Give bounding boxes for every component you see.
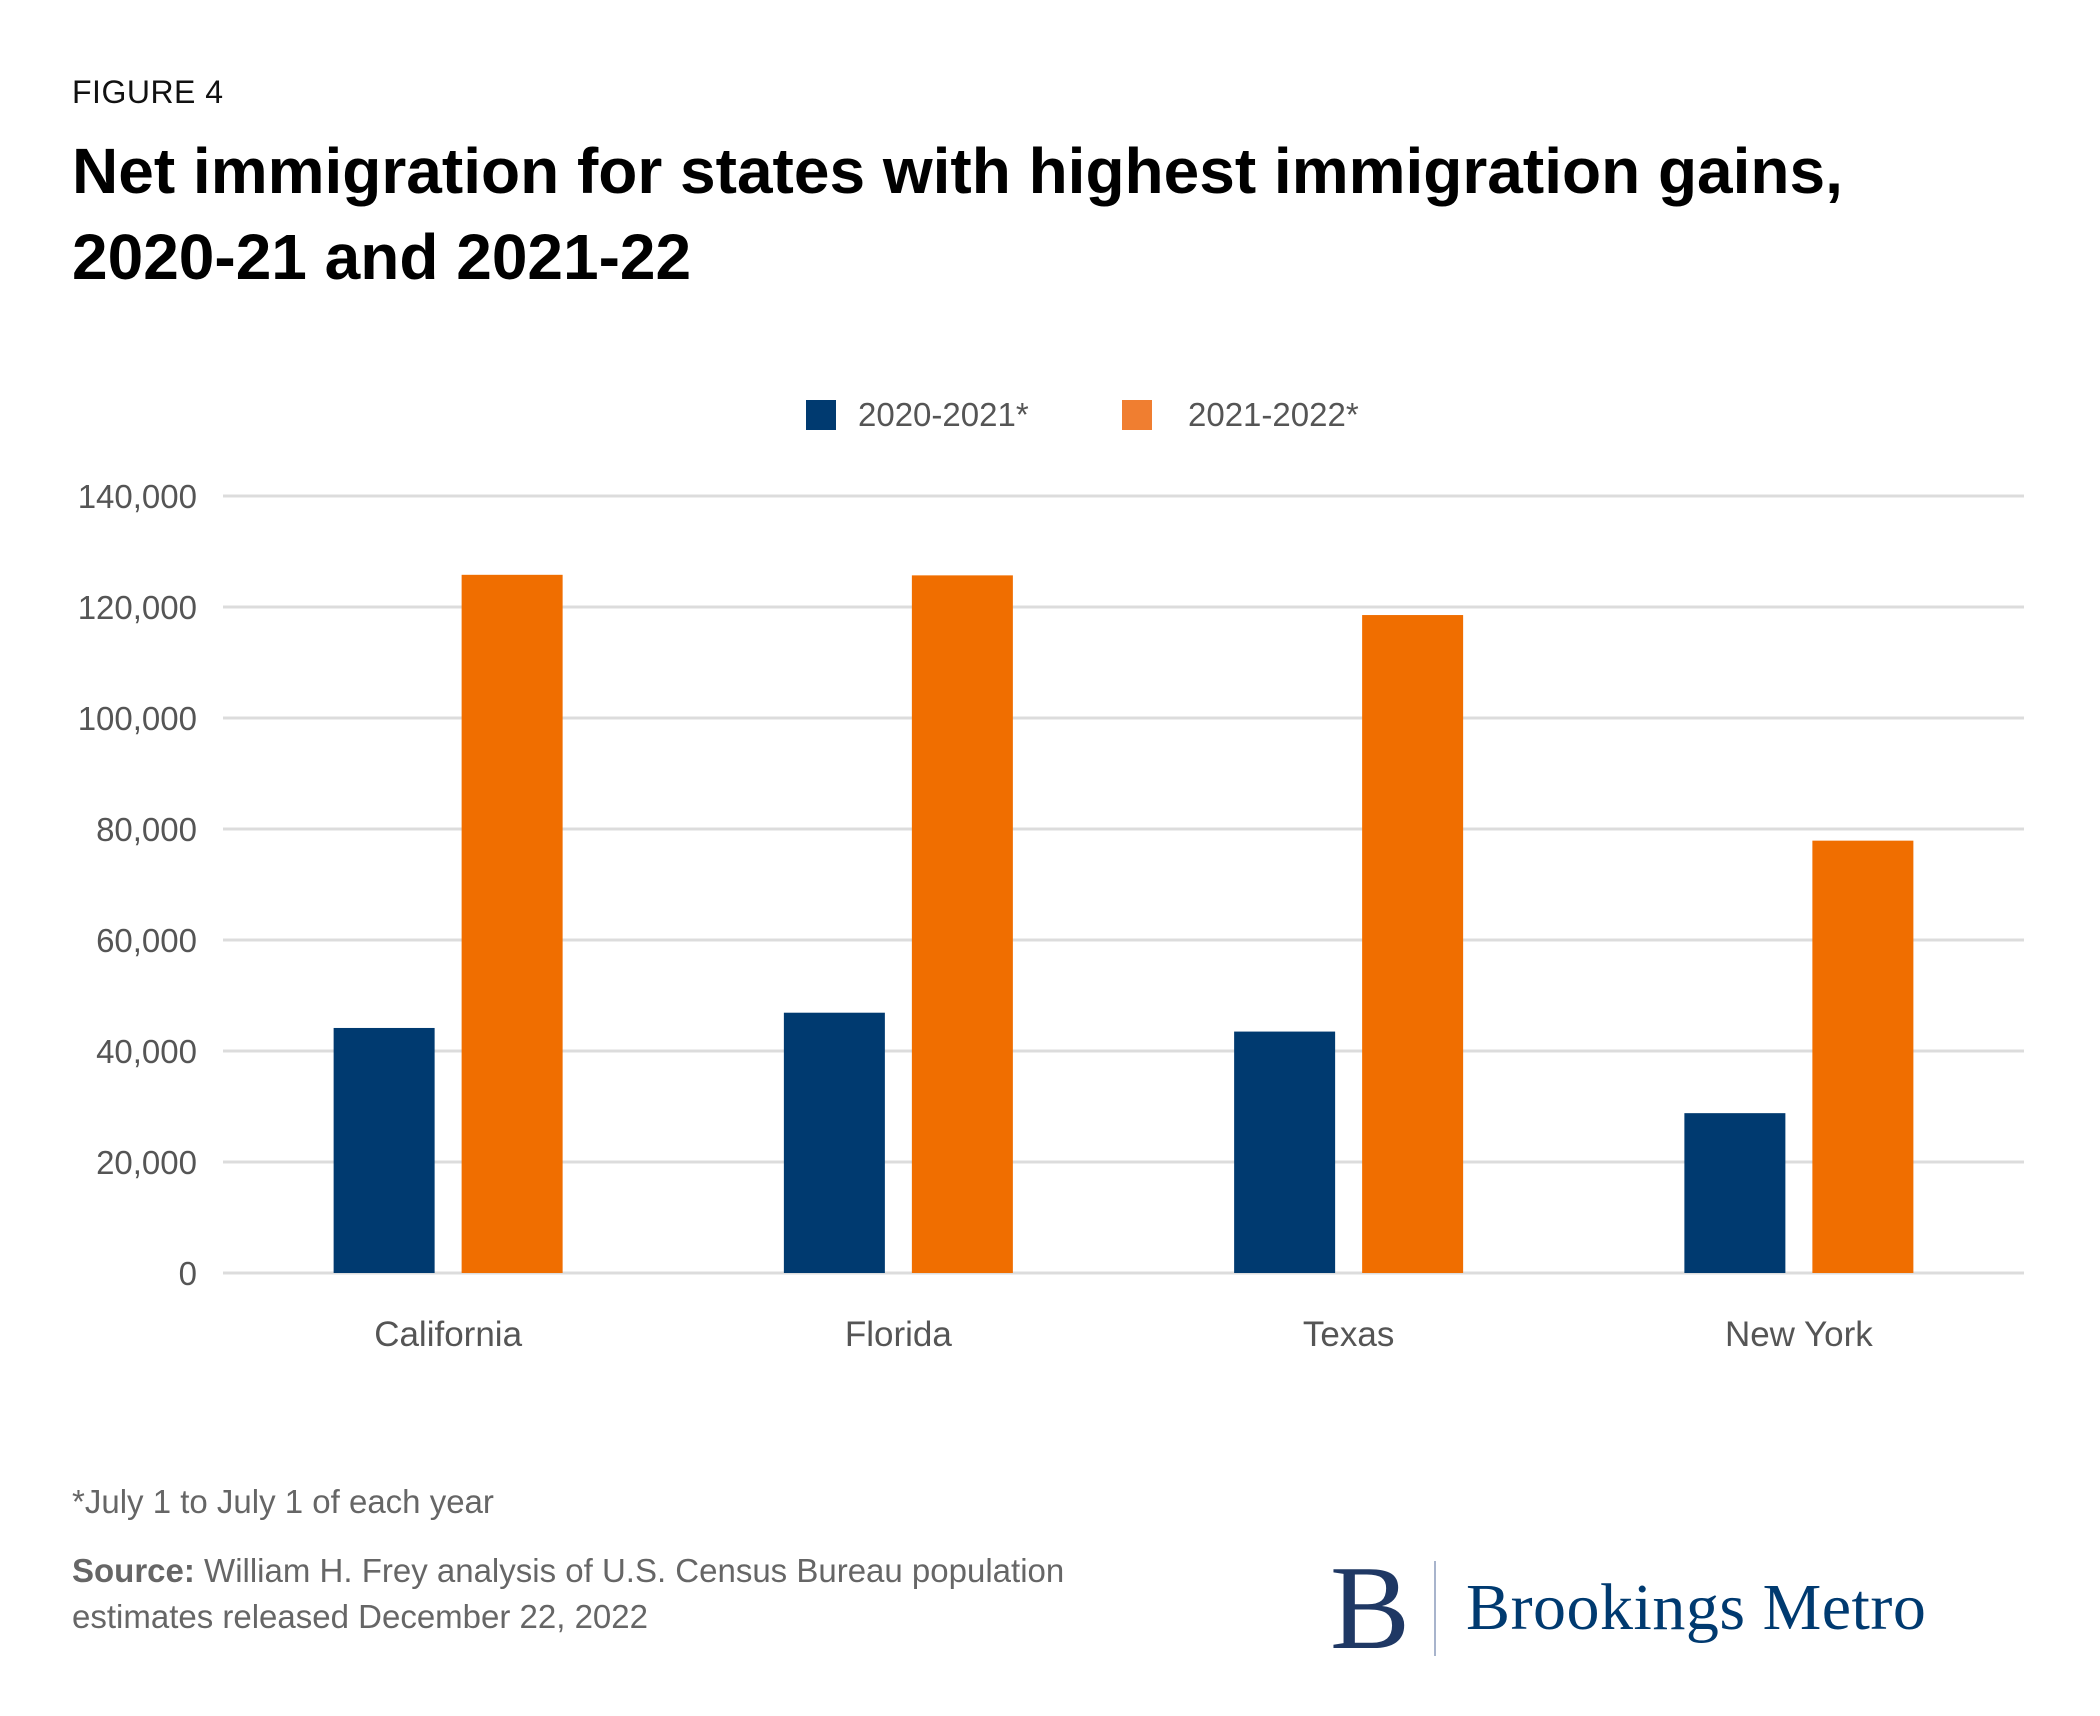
bar-new-york-2021-2022 (1812, 840, 1914, 1273)
bar-chart: 0 20,000 40,000 60,000 80,000 100,000 120,000 1… (78, 478, 2024, 1354)
x-tick-label-new-york: New York (1725, 1315, 1873, 1354)
legend-swatch-2020-2021 (806, 400, 836, 430)
x-tick-label-florida: Florida (845, 1315, 953, 1354)
bar-california-2020-2021 (333, 1027, 435, 1273)
x-tick-label-california: California (374, 1315, 522, 1354)
y-tick-label: 60,000 (96, 922, 197, 959)
figure-label: FIGURE 4 (72, 74, 224, 110)
bar-california-2021-2022 (461, 574, 563, 1273)
chart-title: Net immigration for states with highest … (72, 128, 1972, 300)
logo-mark: B (1330, 1541, 1411, 1674)
legend-item-2020-2021: 2020-2021* (806, 395, 1029, 435)
brookings-metro-logo: B Brookings Metro (1330, 1548, 1926, 1668)
legend-label-2021-2022: 2021-2022* (1188, 396, 1359, 433)
legend-item-2021-2022: 2021-2022* (1122, 395, 1359, 435)
logo-divider (1434, 1560, 1437, 1656)
y-tick-label: 140,000 (78, 478, 197, 515)
bar-new-york-2020-2021 (1684, 1113, 1786, 1273)
y-tick-label: 100,000 (78, 700, 197, 737)
y-tick-label: 0 (179, 1255, 197, 1292)
source-prefix: Source: (72, 1552, 195, 1589)
bar-texas-2021-2022 (1362, 615, 1464, 1273)
y-tick-label: 40,000 (96, 1033, 197, 1070)
legend: 2020-2021* 2021-2022* (0, 395, 2100, 435)
x-axis-labels: California Florida Texas New York (374, 1315, 1873, 1354)
bar-florida-2020-2021 (783, 1012, 885, 1273)
bars (333, 574, 1914, 1273)
logo-text: Brookings Metro (1466, 1571, 1927, 1644)
chart-title-line2: 2020-21 and 2021-22 (72, 221, 692, 293)
legend-label-2020-2021: 2020-2021* (858, 396, 1029, 433)
y-tick-label: 20,000 (96, 1144, 197, 1181)
y-tick-label: 120,000 (78, 589, 197, 626)
source-note: Source: William H. Frey analysis of U.S.… (72, 1548, 1202, 1640)
y-axis-ticks: 0 20,000 40,000 60,000 80,000 100,000 120,000 1… (78, 478, 197, 1292)
y-tick-label: 80,000 (96, 811, 197, 848)
bar-texas-2020-2021 (1234, 1031, 1336, 1273)
footnote: *July 1 to July 1 of each year (72, 1483, 494, 1520)
bar-florida-2021-2022 (911, 575, 1013, 1273)
chart-title-line1: Net immigration for states with highest … (72, 135, 1843, 207)
legend-swatch-2021-2022 (1122, 400, 1152, 430)
source-text: William H. Frey analysis of U.S. Census … (72, 1552, 1065, 1635)
x-tick-label-texas: Texas (1303, 1315, 1394, 1354)
